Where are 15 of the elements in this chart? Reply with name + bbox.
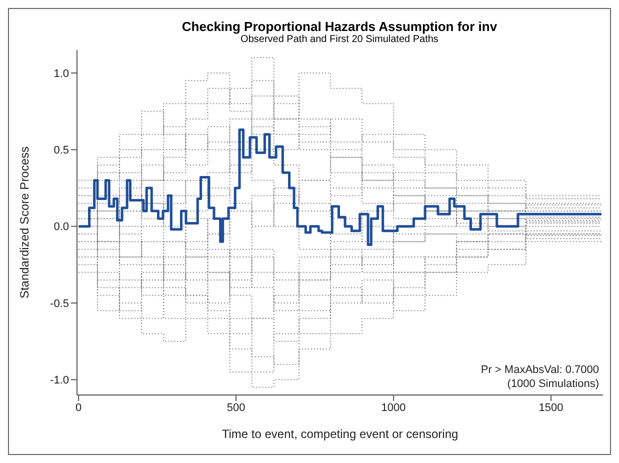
x-tick-label: 1500 bbox=[538, 402, 564, 414]
chart-title: Checking Proportional Hazards Assumption for inv bbox=[180, 19, 498, 34]
y-tick-label: 1.0 bbox=[54, 68, 69, 80]
chart-subtitle: Observed Path and First 20 Simulated Paths bbox=[240, 34, 440, 45]
x-tick-label: 500 bbox=[226, 402, 246, 414]
annotation: (1000 Simulations) bbox=[507, 378, 599, 390]
y-tick-label: 0.5 bbox=[54, 144, 69, 157]
annotation: Pr > MaxAbsVal: 0.7000 bbox=[480, 364, 599, 376]
y-tick-label: 0.0 bbox=[54, 221, 69, 234]
x-axis-title: Time to event, competing event or censoring bbox=[222, 427, 458, 441]
y-tick-label: -1.0 bbox=[50, 374, 69, 387]
y-tick-label: -0.5 bbox=[50, 298, 69, 310]
y-axis-title: Standardized Score Process bbox=[17, 146, 32, 299]
x-tick-label: 0 bbox=[76, 402, 82, 414]
x-tick-label: 1000 bbox=[381, 402, 406, 414]
